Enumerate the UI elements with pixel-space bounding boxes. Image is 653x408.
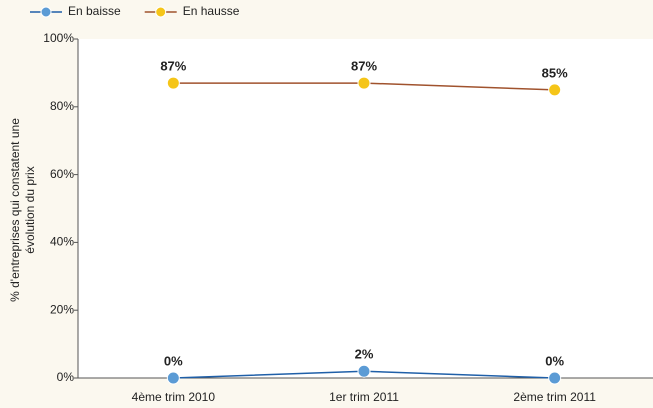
data-label: 0%: [164, 353, 183, 368]
data-point: [357, 76, 371, 90]
x-tick-label: 1er trim 2011: [329, 390, 399, 404]
data-point: [357, 364, 371, 378]
data-point: [548, 371, 562, 385]
data-label: 0%: [545, 353, 564, 368]
y-tick-label: 40%: [50, 235, 74, 249]
y-tick-label: 80%: [50, 99, 74, 113]
data-point: [166, 76, 180, 90]
y-tick-label: 0%: [57, 370, 75, 384]
y-axis-label: évolution du prix: [23, 166, 37, 253]
data-point: [166, 371, 180, 385]
legend-label: En hausse: [183, 4, 240, 18]
y-tick-label: 60%: [50, 167, 74, 181]
legend-marker: [40, 6, 52, 18]
y-axis-label: % d'entreprises qui constatent une: [8, 118, 22, 302]
y-tick-label: 20%: [50, 302, 74, 316]
plot-area: [78, 39, 653, 378]
data-label: 85%: [542, 65, 568, 80]
data-label: 2%: [355, 347, 374, 362]
legend-label: En baisse: [68, 4, 121, 18]
y-tick-label: 100%: [43, 31, 74, 45]
data-label: 87%: [160, 59, 186, 74]
x-tick-label: 2ème trim 2011: [513, 390, 596, 404]
data-label: 87%: [351, 59, 377, 74]
data-point: [548, 83, 562, 97]
x-tick-label: 4ème trim 2010: [132, 390, 216, 404]
legend-marker: [155, 6, 167, 18]
